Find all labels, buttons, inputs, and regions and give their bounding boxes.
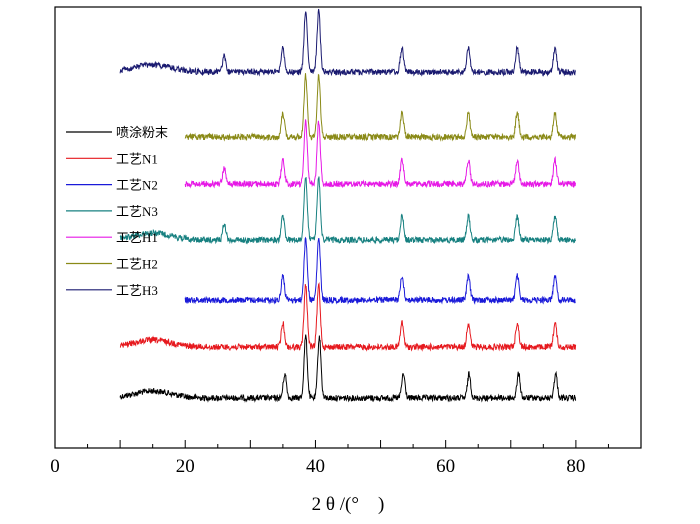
peak-marker: △ [316, 32, 328, 50]
series-line [119, 334, 577, 403]
series-line [184, 236, 576, 305]
legend-label: 工艺N3 [116, 204, 158, 219]
series-line [184, 73, 576, 142]
peak-marker: △ [551, 36, 563, 54]
peak-marker: △ [398, 36, 410, 54]
x-axis-label: 2 θ /(° ) [312, 494, 385, 515]
x-axis: 0 20 40 60 80 [50, 440, 642, 477]
series-line [184, 119, 576, 189]
legend-label: 工艺H3 [116, 283, 158, 298]
peak-marker: △ [277, 28, 289, 46]
x-tick-label: 60 [436, 456, 455, 477]
x-tick-label: 40 [306, 456, 325, 477]
legend-label: 工艺N1 [116, 151, 158, 166]
peak-marker: △ [463, 36, 475, 54]
x-tick-label: 80 [566, 456, 585, 477]
peak-marker: △ [512, 36, 524, 54]
x-tick-label: 20 [176, 456, 195, 477]
legend-label: 喷涂粉末 [116, 125, 168, 140]
legend-label: 工艺H2 [116, 257, 158, 272]
peak-marker: △ [277, 311, 289, 329]
x-tick-label: 0 [50, 456, 60, 477]
legend-label: 工艺N2 [116, 178, 158, 193]
series-line [119, 8, 577, 77]
series-line [119, 282, 577, 352]
series-line [119, 176, 577, 245]
legend-label: 工艺H1 [116, 230, 158, 245]
series-traces [119, 8, 577, 403]
